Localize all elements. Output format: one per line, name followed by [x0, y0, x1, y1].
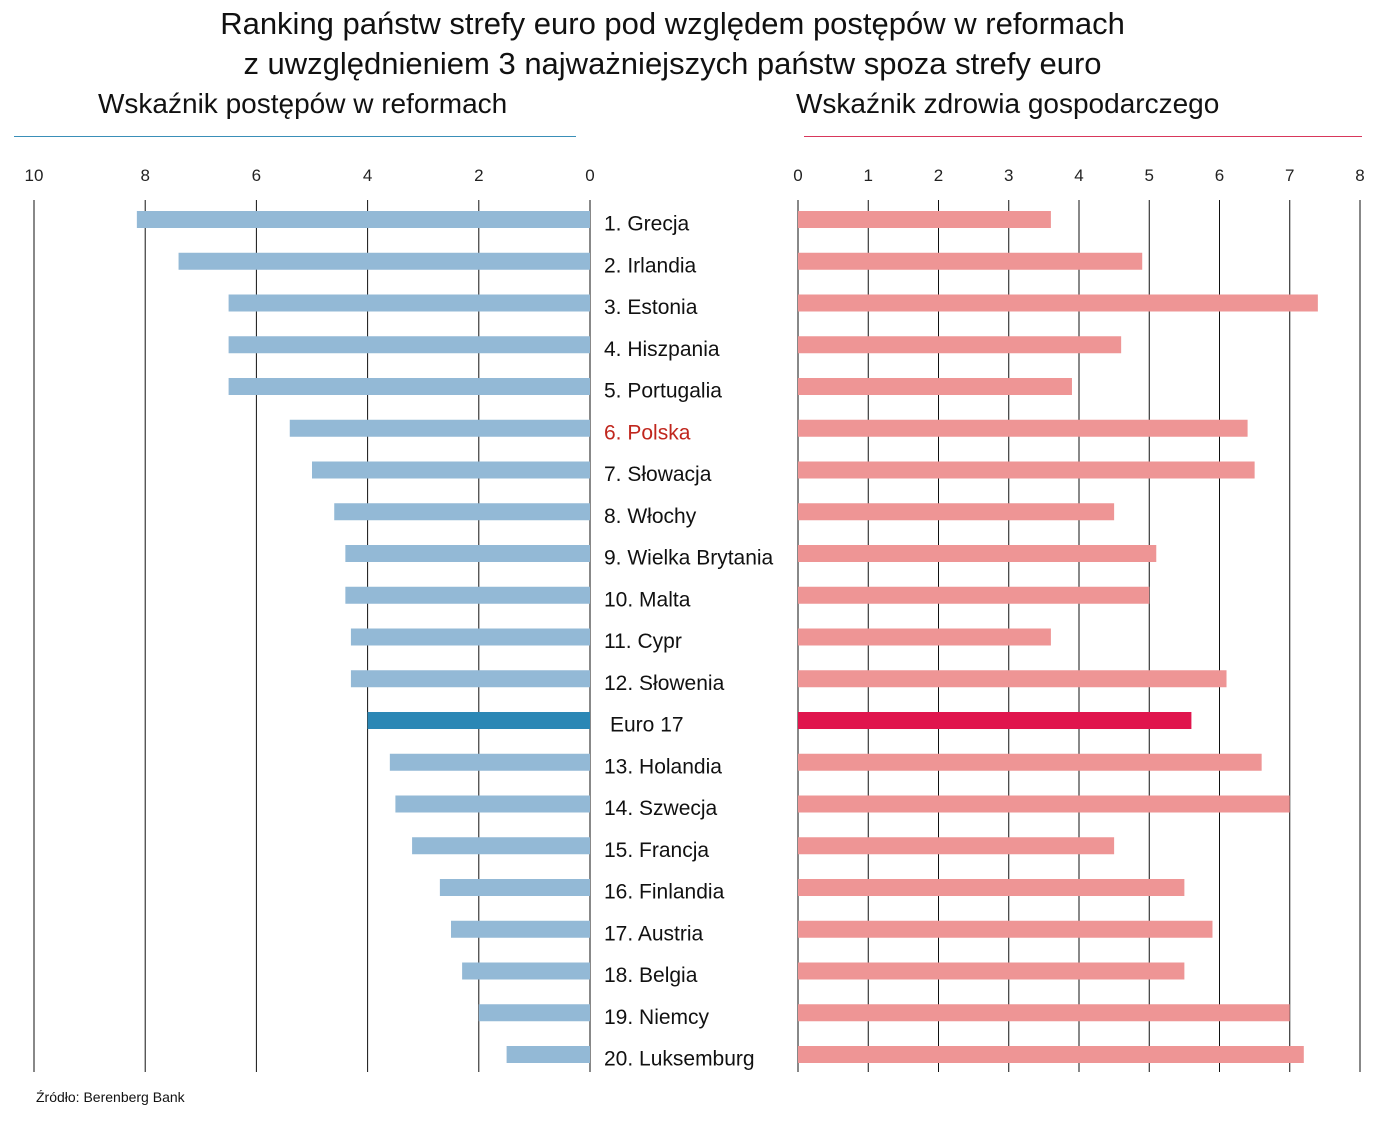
category-label: 15. Francja — [604, 839, 709, 862]
right-bar — [798, 795, 1290, 813]
category-label: 5. Portugalia — [604, 380, 722, 403]
right-tick-label: 6 — [1215, 166, 1224, 185]
left-bar — [412, 837, 590, 855]
category-label: 1. Grecja — [604, 213, 690, 236]
right-tick-label: 2 — [934, 166, 943, 185]
category-label: 14. Szwecja — [604, 797, 718, 820]
right-bar — [798, 378, 1072, 395]
category-label: 17. Austria — [604, 922, 704, 945]
category-label: 19. Niemcy — [604, 1006, 710, 1029]
right-bar — [798, 837, 1115, 855]
left-bar — [228, 336, 590, 354]
category-label: 11. Cypr — [604, 630, 682, 653]
category-label: 12. Słowenia — [604, 672, 725, 695]
category-label: 7. Słowacja — [604, 463, 712, 486]
right-bar — [798, 461, 1255, 479]
right-panel-rule — [804, 136, 1362, 137]
right-bar — [798, 920, 1213, 938]
left-bar — [178, 252, 590, 270]
right-bar — [798, 753, 1262, 771]
category-label: 16. Finlandia — [604, 881, 725, 904]
left-tick-label: 8 — [140, 166, 149, 185]
left-bar — [312, 461, 590, 479]
category-label: 8. Włochy — [604, 505, 697, 528]
category-label: 3. Estonia — [604, 296, 698, 319]
right-bar — [798, 336, 1122, 354]
left-panel-title: Wskaźnik postępów w reformach — [98, 88, 508, 119]
right-bar — [798, 211, 1051, 228]
right-bar — [798, 252, 1143, 270]
right-bar — [798, 586, 1150, 604]
right-bar — [798, 419, 1248, 437]
category-label: 6. Polska — [604, 421, 691, 444]
right-tick-label: 7 — [1285, 166, 1294, 185]
right-tick-label: 0 — [793, 166, 802, 185]
left-bar — [478, 1004, 590, 1022]
category-label: 20. Luksemburg — [604, 1048, 755, 1071]
left-tick-label: 6 — [252, 166, 261, 185]
category-label: 4. Hiszpania — [604, 338, 720, 361]
left-tick-label: 10 — [25, 166, 44, 185]
right-bar — [798, 545, 1157, 562]
left-tick-label: 4 — [363, 166, 372, 185]
right-bar — [798, 962, 1185, 980]
category-label: 2. Irlandia — [604, 254, 697, 277]
right-bar — [798, 879, 1185, 896]
left-tick-label: 2 — [474, 166, 483, 185]
left-bar — [136, 211, 591, 228]
left-bar — [228, 294, 590, 312]
right-bar — [798, 712, 1192, 729]
left-bar — [367, 712, 590, 729]
category-label: 9. Wielka Brytania — [604, 547, 774, 570]
right-panel-title: Wskaźnik zdrowia gospodarczego — [796, 88, 1220, 119]
right-tick-label: 5 — [1145, 166, 1154, 185]
right-tick-label: 1 — [864, 166, 873, 185]
right-bar — [798, 1046, 1304, 1063]
left-bar — [395, 795, 590, 813]
category-label: Euro 17 — [610, 714, 684, 737]
left-bar — [506, 1046, 590, 1063]
right-bar — [798, 503, 1115, 521]
category-label: 13. Holandia — [604, 755, 722, 778]
left-bar — [334, 503, 590, 521]
chart-title-line-2: z uwzględnieniem 3 najważniejszych państ… — [243, 46, 1102, 81]
left-bar — [345, 586, 590, 604]
left-bar — [451, 920, 590, 938]
left-bar — [228, 378, 590, 395]
left-bar — [439, 879, 590, 896]
source-note: Źródło: Berenberg Bank — [36, 1089, 185, 1105]
right-bar — [798, 628, 1051, 646]
left-bar — [289, 419, 590, 437]
right-bar — [798, 294, 1318, 312]
left-bar — [345, 545, 590, 562]
right-tick-label: 3 — [1004, 166, 1013, 185]
left-bar — [350, 670, 590, 688]
right-tick-label: 4 — [1074, 166, 1083, 185]
category-label: 18. Belgia — [604, 964, 698, 987]
chart-title-line-1: Ranking państw strefy euro pod względem … — [220, 6, 1125, 41]
left-bar — [389, 753, 590, 771]
right-bar — [798, 1004, 1290, 1022]
right-tick-label: 8 — [1355, 166, 1364, 185]
category-label: 10. Malta — [604, 588, 691, 611]
left-tick-label: 0 — [585, 166, 594, 185]
right-bar — [798, 670, 1227, 688]
left-bar — [462, 962, 590, 980]
left-panel-rule — [14, 136, 576, 137]
left-bar — [350, 628, 590, 646]
